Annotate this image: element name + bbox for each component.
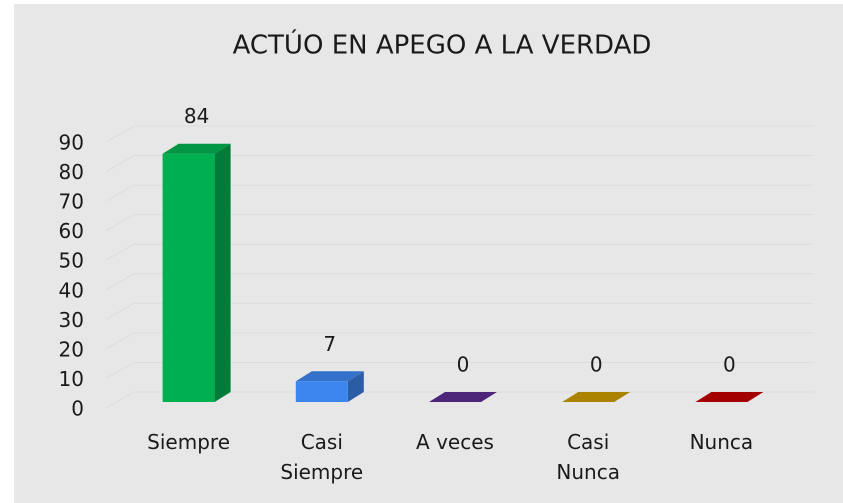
bar-side	[347, 371, 364, 402]
x-tick-label: Siempre	[147, 430, 230, 454]
bar	[162, 153, 215, 402]
chart-area: ACTÚO EN APEGO A LA VERDAD 0 10 20 30 40 50 60…	[14, 4, 843, 503]
y-tick-label: 0	[71, 397, 84, 421]
bar-top	[295, 371, 364, 382]
bar-top	[562, 392, 631, 402]
grid-line	[105, 125, 135, 143]
data-label: 84	[184, 104, 209, 128]
y-tick-label: 20	[59, 337, 84, 361]
bar-side	[214, 143, 231, 402]
grid-line	[105, 273, 135, 291]
x-tick-label: Nunca	[689, 430, 754, 454]
bar-top	[162, 143, 231, 154]
x-tick-label: Casi Siempre	[280, 430, 364, 484]
grid-line	[105, 391, 135, 409]
y-tick-label: 90	[59, 131, 84, 155]
grid-line	[105, 302, 135, 320]
bar-top	[429, 392, 497, 402]
y-tick-label: 70	[59, 190, 84, 214]
y-tick-label: 80	[59, 160, 84, 184]
y-tick-label: 30	[59, 308, 84, 332]
data-label: 7	[323, 332, 336, 356]
grid-line	[105, 332, 135, 350]
y-tick-label: 10	[59, 367, 84, 391]
grid-line	[105, 362, 135, 379]
grid-line	[105, 214, 135, 232]
bar	[295, 381, 348, 402]
chart: ACTÚO EN APEGO A LA VERDAD 0 10 20 30 40 50 60…	[59, 29, 814, 421]
chart-title: ACTÚO EN APEGO A LA VERDAD	[233, 29, 652, 61]
bar-top	[695, 392, 764, 402]
y-tick-label: 40	[59, 278, 84, 302]
grid-line	[105, 184, 135, 202]
y-tick-label: 50	[59, 249, 84, 273]
data-label: 0	[723, 353, 736, 377]
x-tick-label: Casi Nunca	[556, 430, 620, 484]
x-tick-label: A veces	[416, 430, 494, 454]
y-tick-label: 60	[59, 219, 84, 243]
grid-line	[105, 243, 135, 261]
data-label: 0	[457, 353, 470, 377]
data-label: 0	[590, 353, 603, 377]
grid-line	[105, 155, 135, 172]
